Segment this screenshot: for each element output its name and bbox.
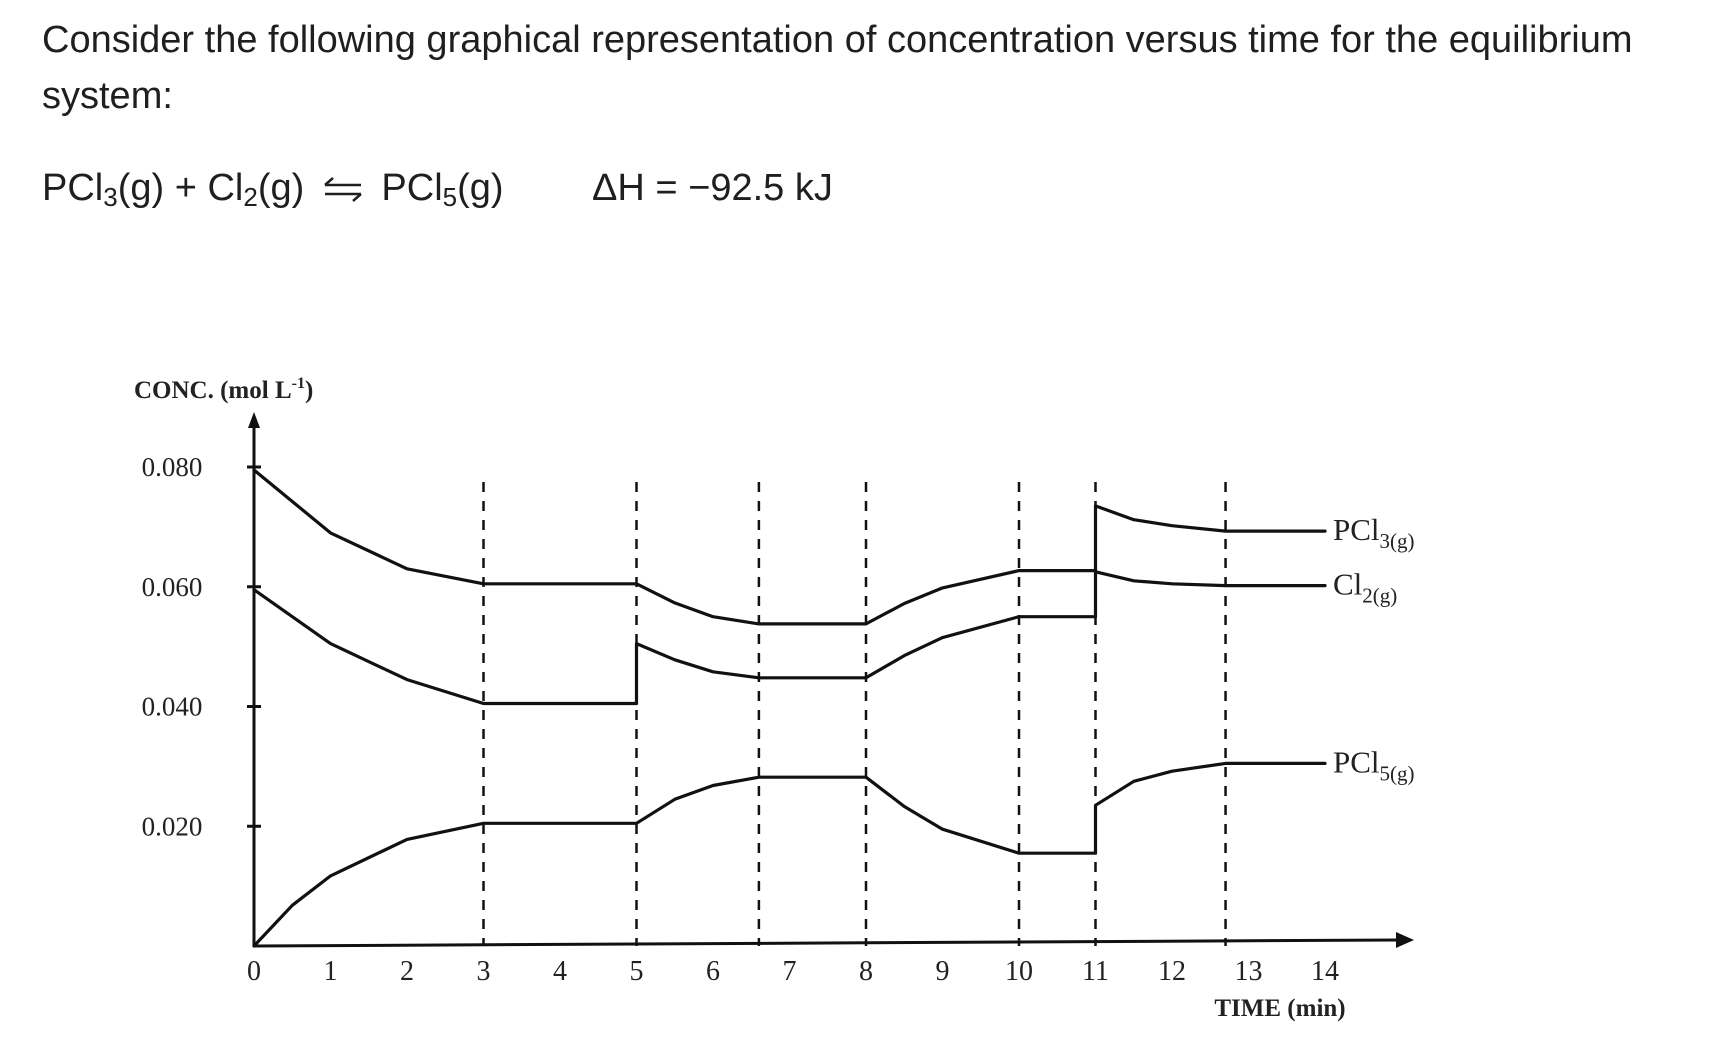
- y-axis-label: CONC. (mol L-1): [134, 375, 313, 404]
- x-tick-label: 8: [859, 956, 873, 987]
- series-label-cl2g: Cl2(g): [1333, 567, 1397, 608]
- x-tick-label: 11: [1082, 956, 1109, 987]
- x-axis-label: TIME (min): [1214, 995, 1345, 1022]
- series-line-pcl3g: [252, 468, 1327, 626]
- question-text: Consider the following graphical represe…: [42, 19, 1633, 117]
- y-axis-arrow-icon: [248, 412, 260, 428]
- x-tick-label: 3: [477, 956, 491, 987]
- x-tick-label: 2: [400, 956, 414, 987]
- x-tick-label: 4: [553, 956, 567, 987]
- x-tick-label: 7: [783, 956, 797, 987]
- x-tick-label: 5: [630, 956, 644, 987]
- x-tick-label: 12: [1158, 956, 1186, 987]
- equilibrium-equation: PCl3(g) + Cl2(g) PCl5(g) ΔH = −92.5 kJ: [42, 160, 1242, 220]
- x-tick-label: 1: [324, 956, 338, 987]
- y-tick-label: 0.080: [142, 452, 203, 482]
- series-label-pcl3g: PCl3(g): [1333, 512, 1415, 553]
- delta-h: ΔH = −92.5 kJ: [592, 167, 833, 209]
- x-tick-label: 9: [936, 956, 950, 987]
- x-tick-label: 10: [1005, 956, 1033, 987]
- equilibrium-arrow-icon: [324, 177, 362, 202]
- x-tick-label: 6: [706, 956, 720, 987]
- x-tick-label: 0: [247, 956, 261, 987]
- x-tick-label: 13: [1235, 956, 1263, 987]
- product-pcl5: PCl5(g): [381, 167, 504, 212]
- x-axis-arrow-icon: [1396, 932, 1414, 948]
- reactant-pcl3: PCl3(g): [42, 167, 165, 212]
- series-line-pcl5g: [252, 761, 1327, 948]
- series-line-cl2g: [252, 570, 1327, 706]
- y-tick-label: 0.060: [142, 572, 203, 602]
- y-tick-label: 0.020: [142, 811, 203, 841]
- x-tick-label: 14: [1311, 956, 1339, 987]
- y-tick-label: 0.040: [142, 692, 203, 722]
- reactant-cl2: Cl2(g): [207, 167, 305, 212]
- plus-sign: +: [174, 167, 197, 209]
- series-label-pcl5g: PCl5(g): [1333, 744, 1415, 785]
- x-axis-line: [253, 938, 1401, 948]
